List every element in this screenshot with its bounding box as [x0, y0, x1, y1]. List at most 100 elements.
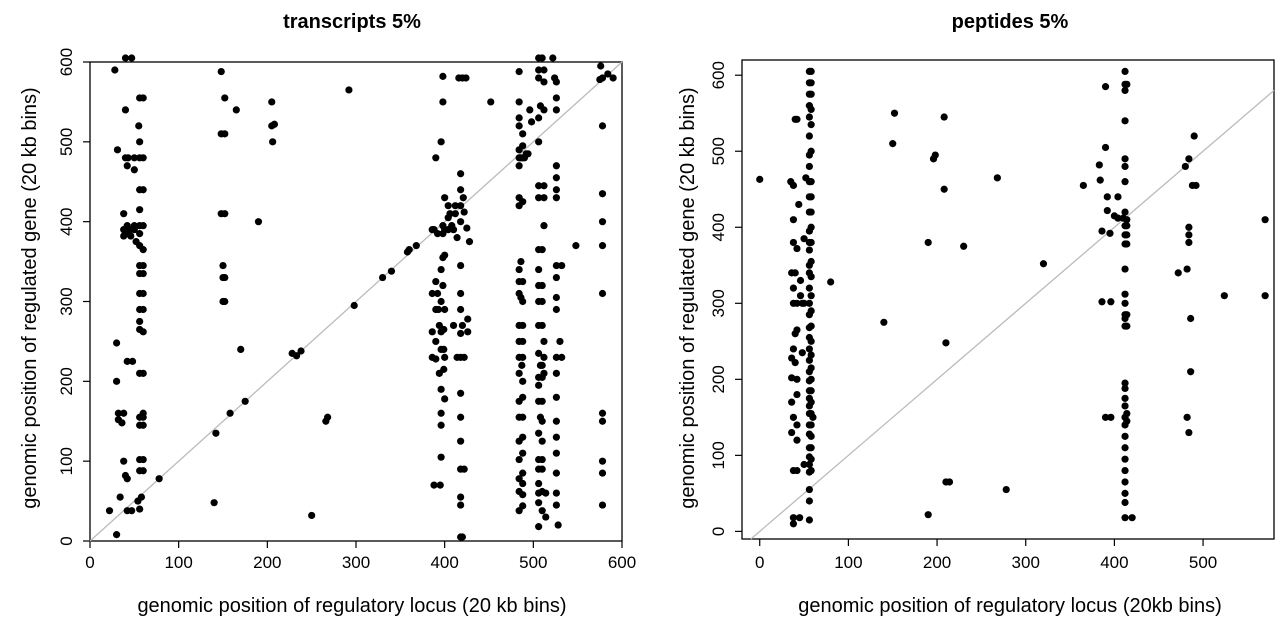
- data-point: [540, 106, 548, 114]
- data-point: [552, 469, 560, 477]
- data-point: [809, 413, 817, 421]
- data-point: [292, 352, 301, 360]
- data-point: [805, 162, 813, 171]
- data-point: [432, 277, 440, 286]
- data-point: [113, 146, 122, 154]
- data-point: [457, 186, 465, 194]
- data-point: [519, 297, 527, 306]
- x-axis-label: genomic position of regulatory locus (20…: [798, 595, 1222, 617]
- data-point: [232, 106, 240, 114]
- data-point: [270, 120, 279, 128]
- data-point: [598, 457, 607, 465]
- data-point: [1121, 478, 1129, 486]
- data-point: [535, 499, 543, 507]
- data-point: [538, 465, 546, 473]
- x-tick-label: 500: [1189, 553, 1217, 572]
- data-point: [139, 261, 147, 270]
- data-point: [598, 417, 607, 425]
- data-point: [465, 238, 474, 246]
- data-point: [796, 292, 805, 300]
- data-point: [457, 261, 465, 270]
- data-point: [538, 397, 546, 405]
- data-point: [139, 328, 147, 336]
- data-point: [1185, 238, 1193, 247]
- data-point: [807, 375, 815, 383]
- data-point: [432, 154, 440, 162]
- data-point: [1121, 444, 1129, 452]
- data-point: [1121, 162, 1129, 171]
- data-point: [441, 353, 449, 361]
- data-point: [540, 78, 548, 86]
- data-point: [552, 501, 560, 509]
- data-point: [931, 151, 939, 159]
- x-tick-label: 200: [253, 553, 281, 572]
- data-point: [805, 113, 813, 121]
- data-point: [556, 337, 564, 346]
- data-point: [436, 481, 444, 489]
- data-point: [130, 226, 138, 234]
- data-point: [428, 289, 436, 298]
- data-point: [139, 467, 147, 475]
- data-point: [800, 299, 808, 307]
- data-point: [118, 419, 126, 427]
- data-point: [1096, 176, 1104, 184]
- data-point: [940, 185, 948, 193]
- data-point: [793, 466, 801, 475]
- data-point: [552, 78, 560, 86]
- data-point: [441, 305, 449, 314]
- data-point: [221, 94, 229, 102]
- data-point: [136, 317, 144, 326]
- data-point: [805, 485, 813, 494]
- data-point: [552, 106, 560, 114]
- data-point: [793, 326, 801, 334]
- data-point: [519, 393, 527, 401]
- data-point: [1121, 379, 1129, 387]
- data-point: [114, 409, 122, 417]
- x-tick-label: 100: [164, 553, 192, 572]
- x-tick-label: 0: [85, 553, 94, 572]
- x-axis-label: genomic position of regulatory locus (20…: [137, 595, 566, 617]
- data-point: [130, 154, 138, 162]
- data-point: [487, 98, 495, 106]
- data-point: [519, 479, 527, 488]
- data-point: [756, 175, 764, 183]
- data-point: [519, 449, 527, 457]
- data-point: [432, 355, 440, 363]
- data-point: [1095, 161, 1103, 169]
- data-point: [807, 273, 815, 281]
- data-point: [1039, 260, 1048, 268]
- data-point: [598, 501, 607, 509]
- data-point: [464, 315, 472, 323]
- data-point: [598, 242, 607, 250]
- data-point: [805, 299, 813, 307]
- data-point: [139, 186, 147, 194]
- data-point: [1123, 222, 1131, 230]
- data-point: [807, 387, 815, 395]
- data-point: [552, 162, 560, 170]
- plot-frame: [741, 59, 1275, 540]
- data-point: [1185, 231, 1193, 239]
- data-point: [796, 514, 804, 522]
- data-point: [535, 74, 543, 82]
- data-point: [519, 433, 527, 441]
- data-point: [1187, 314, 1195, 323]
- data-point: [1121, 514, 1129, 522]
- data-point: [789, 216, 798, 224]
- data-point: [1114, 214, 1122, 222]
- data-point: [136, 505, 144, 513]
- data-point: [807, 398, 815, 406]
- y-tick-label: 300: [57, 287, 76, 315]
- data-point: [519, 413, 527, 421]
- data-point: [789, 520, 798, 528]
- data-point: [598, 409, 607, 417]
- data-point: [254, 218, 263, 226]
- data-point: [1101, 413, 1110, 421]
- data-point: [519, 277, 527, 286]
- data-point: [598, 190, 607, 198]
- data-point: [1181, 162, 1189, 171]
- data-point: [549, 54, 557, 62]
- data-point: [519, 469, 527, 477]
- data-point: [217, 67, 225, 76]
- data-point: [123, 357, 131, 365]
- data-point: [519, 198, 527, 206]
